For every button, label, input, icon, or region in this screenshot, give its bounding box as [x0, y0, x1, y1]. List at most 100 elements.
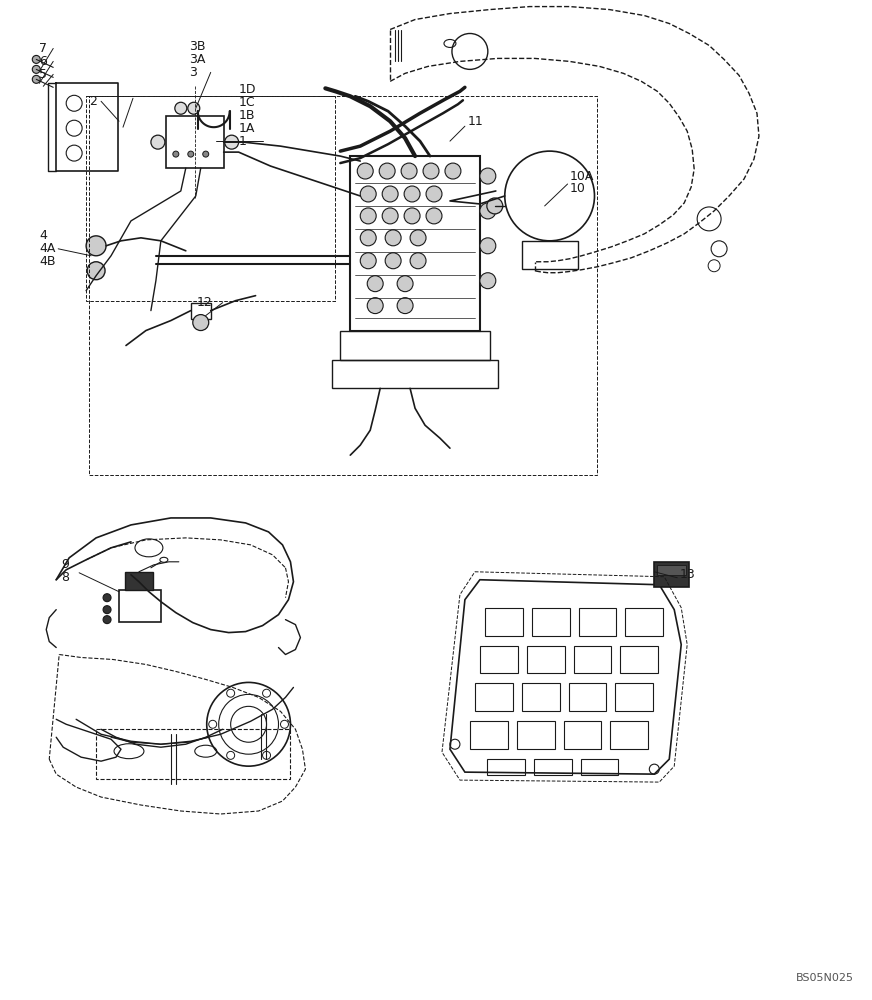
- Circle shape: [397, 276, 413, 292]
- Circle shape: [103, 616, 111, 624]
- Circle shape: [203, 151, 208, 157]
- Bar: [521, 683, 560, 711]
- Text: 4B: 4B: [39, 255, 56, 268]
- Circle shape: [385, 230, 401, 246]
- Circle shape: [367, 298, 383, 314]
- Circle shape: [32, 55, 40, 63]
- Circle shape: [86, 236, 106, 256]
- Circle shape: [410, 230, 426, 246]
- Text: 4: 4: [39, 229, 47, 242]
- Bar: [616, 683, 653, 711]
- Circle shape: [225, 135, 239, 149]
- Bar: [574, 646, 611, 673]
- Circle shape: [382, 186, 399, 202]
- Text: BS05N025: BS05N025: [795, 973, 854, 983]
- Text: 10: 10: [569, 182, 585, 195]
- Text: 8: 8: [61, 571, 69, 584]
- Bar: [487, 759, 525, 775]
- Circle shape: [401, 163, 417, 179]
- Text: 11: 11: [468, 115, 484, 128]
- Bar: [610, 721, 648, 749]
- Bar: [475, 683, 513, 711]
- Circle shape: [227, 751, 235, 759]
- Circle shape: [193, 315, 208, 331]
- Text: 13: 13: [679, 568, 695, 581]
- Text: 5: 5: [39, 68, 47, 81]
- Bar: [534, 759, 571, 775]
- Circle shape: [382, 208, 399, 224]
- Circle shape: [262, 751, 270, 759]
- Bar: [657, 565, 686, 575]
- Circle shape: [187, 151, 194, 157]
- Text: 1B: 1B: [239, 109, 255, 122]
- Circle shape: [262, 689, 270, 697]
- Bar: [485, 608, 522, 636]
- Bar: [517, 721, 555, 749]
- Circle shape: [227, 689, 235, 697]
- Text: 10A: 10A: [569, 170, 594, 183]
- Bar: [125, 572, 153, 590]
- Circle shape: [487, 198, 503, 214]
- Circle shape: [103, 606, 111, 614]
- Text: 1: 1: [239, 135, 247, 148]
- Circle shape: [174, 102, 187, 114]
- Circle shape: [426, 186, 442, 202]
- Text: 6: 6: [39, 55, 47, 68]
- Circle shape: [367, 276, 383, 292]
- Bar: [351, 156, 480, 331]
- Circle shape: [103, 594, 111, 602]
- Text: 3A: 3A: [189, 53, 205, 66]
- Circle shape: [173, 151, 179, 157]
- Circle shape: [281, 720, 289, 728]
- Bar: [119, 590, 160, 622]
- Bar: [86, 96, 336, 301]
- Bar: [654, 562, 689, 587]
- Bar: [532, 608, 569, 636]
- Circle shape: [360, 230, 376, 246]
- Circle shape: [410, 253, 426, 269]
- Text: 3B: 3B: [189, 40, 205, 53]
- Circle shape: [385, 253, 401, 269]
- Circle shape: [151, 135, 165, 149]
- Circle shape: [360, 253, 376, 269]
- Bar: [332, 360, 498, 388]
- Circle shape: [404, 186, 420, 202]
- Circle shape: [360, 186, 376, 202]
- Circle shape: [379, 163, 395, 179]
- Text: 12: 12: [197, 296, 213, 309]
- Circle shape: [445, 163, 461, 179]
- Circle shape: [32, 65, 40, 73]
- Text: 1C: 1C: [239, 96, 255, 109]
- Bar: [563, 721, 602, 749]
- Bar: [470, 721, 508, 749]
- Bar: [96, 729, 290, 779]
- Circle shape: [360, 208, 376, 224]
- Circle shape: [404, 208, 420, 224]
- Circle shape: [423, 163, 439, 179]
- Bar: [480, 646, 518, 673]
- Circle shape: [32, 75, 40, 83]
- Bar: [166, 116, 224, 168]
- Circle shape: [480, 238, 496, 254]
- Circle shape: [480, 168, 496, 184]
- Bar: [620, 646, 658, 673]
- Text: 1D: 1D: [239, 83, 256, 96]
- Bar: [527, 646, 564, 673]
- Circle shape: [87, 262, 105, 280]
- Bar: [191, 303, 211, 319]
- Circle shape: [397, 298, 413, 314]
- Bar: [581, 759, 618, 775]
- Circle shape: [208, 720, 217, 728]
- Text: 4A: 4A: [39, 242, 56, 255]
- Bar: [569, 683, 606, 711]
- Text: 7: 7: [39, 42, 47, 55]
- Circle shape: [358, 163, 373, 179]
- Circle shape: [187, 102, 200, 114]
- Text: 1A: 1A: [239, 122, 255, 135]
- Bar: [521, 241, 577, 269]
- Text: 3: 3: [189, 66, 197, 79]
- Circle shape: [480, 203, 496, 219]
- Text: 2: 2: [89, 95, 97, 108]
- Bar: [578, 608, 617, 636]
- Circle shape: [426, 208, 442, 224]
